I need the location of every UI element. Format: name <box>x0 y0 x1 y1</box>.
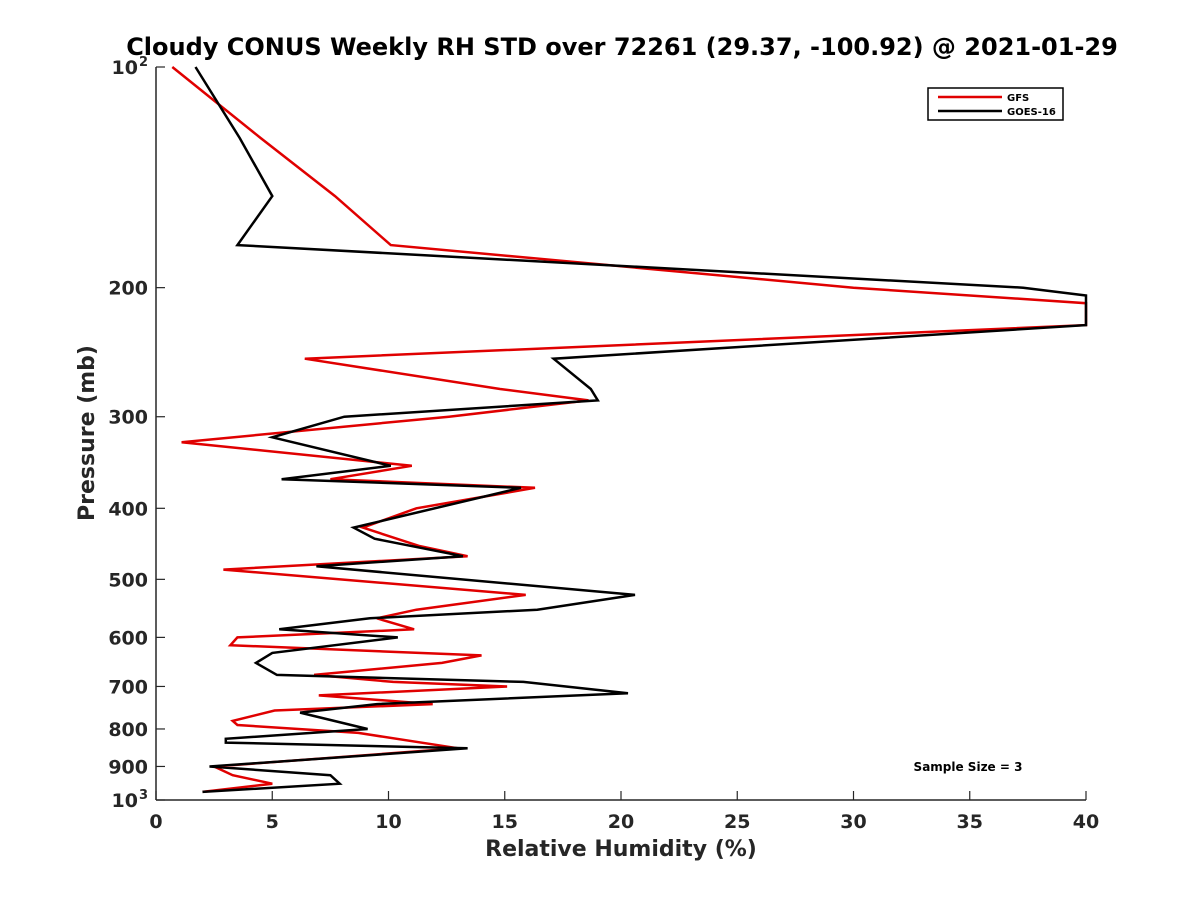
y-tick-label: 300 <box>108 407 148 429</box>
y-tick-label: 500 <box>108 569 148 591</box>
x-tick-label: 25 <box>724 811 750 833</box>
y-tick-label: 200 <box>108 278 148 300</box>
legend-label-goes16: GOES-16 <box>1007 107 1056 118</box>
y-tick-label: 800 <box>108 719 148 741</box>
y-tick-exponent: 3 <box>139 788 148 803</box>
y-tick-label: 900 <box>108 756 148 778</box>
y-tick-label: 10 <box>112 57 138 79</box>
x-tick-label: 40 <box>1073 811 1099 833</box>
y-tick-label: 700 <box>108 676 148 698</box>
sample-size-annotation: Sample Size = 3 <box>914 760 1023 774</box>
y-tick-label: 10 <box>112 790 138 812</box>
legend-box <box>927 87 1064 121</box>
legend: GFS GOES-16 <box>927 87 1064 121</box>
series-line-goes16 <box>194 66 1088 794</box>
y-axis-label: Pressure (mb) <box>75 345 100 521</box>
x-tick-label: 5 <box>266 811 279 833</box>
y-tick-exponent: 2 <box>139 55 148 70</box>
x-tick-label: 20 <box>608 811 634 833</box>
chart-title: Cloudy CONUS Weekly RH STD over 72261 (2… <box>126 33 1118 61</box>
x-axis-label: Relative Humidity (%) <box>485 837 757 862</box>
y-tick-label: 400 <box>108 498 148 520</box>
legend-label-gfs: GFS <box>1007 93 1029 104</box>
x-tick-label: 35 <box>957 811 983 833</box>
x-tick-label: 30 <box>840 811 866 833</box>
y-tick-label: 600 <box>108 627 148 649</box>
series-layer <box>171 66 1088 794</box>
series-line-gfs <box>171 66 1088 794</box>
plot-area <box>156 67 1086 800</box>
x-tick-label: 0 <box>149 811 162 833</box>
x-tick-label: 15 <box>492 811 518 833</box>
x-tick-label: 10 <box>375 811 401 833</box>
